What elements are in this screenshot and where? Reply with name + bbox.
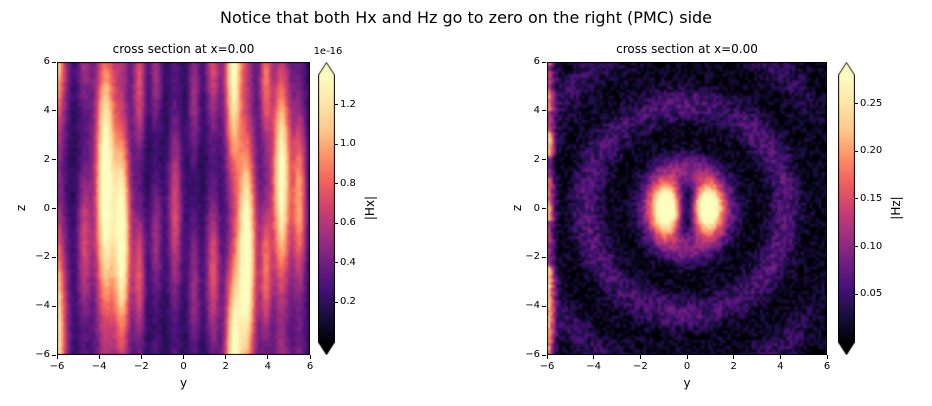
y-tick-label: 2 [43, 153, 50, 165]
figure-title: Notice that both Hx and Hz go to zero on… [219, 8, 713, 27]
y-tick-mark [542, 159, 546, 161]
y-tick-label: 6 [533, 56, 540, 67]
y-tick-label: −2 [525, 251, 540, 263]
y-tick-label: 6 [43, 56, 50, 67]
x-tick-label: 2 [222, 361, 229, 372]
y-tick-mark [52, 208, 56, 209]
colorbar-tick-label: 0.6 [340, 217, 356, 229]
colorbar-tick-mark [855, 246, 858, 248]
x-tick-label: −2 [133, 361, 149, 372]
right-y-axis-label: z [510, 204, 524, 212]
colorbar-tick-label: 0.25 [860, 97, 883, 109]
hz-colorbar [838, 62, 855, 355]
left-x-axis-label: y [179, 376, 188, 390]
y-tick-mark [542, 61, 546, 63]
hx-heatmap [57, 62, 310, 355]
colorbar-tick-mark [855, 293, 858, 295]
x-tick-label: 6 [823, 361, 831, 372]
x-tick-label: 0 [683, 361, 691, 372]
x-tick-label: 4 [777, 361, 784, 372]
colorbar-tick-mark [335, 222, 338, 224]
y-tick-mark [52, 354, 56, 356]
y-tick-label: −2 [35, 251, 50, 263]
colorbar-tick-label: 0.4 [340, 256, 356, 268]
y-tick-label: −6 [525, 349, 540, 360]
y-tick-label: 0 [43, 202, 50, 214]
x-tick-label: −6 [539, 361, 555, 372]
y-tick-mark [542, 354, 546, 356]
x-tick-mark [593, 355, 595, 359]
colorbar-tick-mark [335, 301, 338, 303]
x-tick-mark [686, 355, 688, 359]
hx-colorbar-offset-text: 1e-16 [313, 46, 343, 57]
colorbar-tick-label: 0.05 [860, 288, 883, 300]
colorbar-tick-mark [335, 104, 338, 106]
y-tick-label: −6 [35, 349, 50, 360]
colorbar-tick-mark [335, 262, 338, 264]
x-tick-mark [733, 355, 735, 359]
y-tick-mark [542, 256, 546, 258]
hx-colorbar-label: |Hx| [363, 195, 377, 221]
x-tick-label: −4 [91, 361, 107, 372]
x-tick-mark [309, 355, 311, 359]
x-tick-mark [183, 355, 184, 359]
hz-colorbar-label: |Hz| [889, 196, 903, 220]
colorbar-tick-label: 0.2 [340, 296, 356, 308]
y-tick-mark [52, 256, 56, 258]
colorbar-tick-label: 0.10 [860, 240, 883, 252]
left-subplot-title: cross section at x=0.00 [112, 42, 255, 56]
hz-heatmap [547, 62, 827, 355]
y-tick-mark [52, 159, 56, 161]
colorbar-tick-mark [335, 183, 338, 185]
colorbar-tick-mark [335, 143, 338, 145]
x-tick-mark [225, 355, 227, 359]
colorbar-tick-mark [855, 150, 858, 152]
y-tick-mark [542, 110, 546, 112]
y-tick-label: −4 [35, 300, 50, 312]
colorbar-tick-label: 1.0 [340, 138, 356, 150]
x-tick-label: 4 [264, 361, 272, 372]
y-tick-mark [542, 305, 546, 307]
y-tick-label: 4 [533, 104, 540, 116]
x-tick-label: 6 [306, 361, 314, 372]
y-tick-mark [52, 110, 56, 112]
right-x-axis-label: y [683, 376, 691, 390]
x-tick-mark [779, 355, 781, 359]
y-tick-label: 2 [533, 153, 540, 165]
y-tick-mark [52, 305, 56, 307]
hx-colorbar [318, 62, 335, 355]
colorbar-tick-label: 0.20 [860, 145, 883, 157]
y-tick-label: 0 [533, 202, 540, 214]
colorbar-tick-label: 0.15 [860, 192, 883, 204]
y-tick-label: 4 [43, 104, 50, 116]
x-tick-mark [98, 355, 100, 359]
x-tick-label: −4 [586, 361, 602, 372]
x-tick-mark [56, 355, 58, 359]
x-tick-mark [546, 355, 548, 359]
x-tick-mark [826, 355, 828, 359]
colorbar-tick-mark [855, 103, 858, 105]
x-tick-mark [639, 355, 641, 359]
y-tick-mark [542, 208, 546, 209]
colorbar-tick-mark [855, 198, 858, 200]
y-tick-label: −4 [525, 300, 540, 312]
y-tick-mark [52, 61, 56, 63]
colorbar-tick-label: 1.2 [340, 98, 356, 110]
x-tick-label: −2 [632, 361, 648, 372]
colorbar-tick-label: 0.8 [340, 177, 356, 189]
x-tick-label: −6 [49, 361, 65, 372]
x-tick-mark [140, 355, 142, 359]
x-tick-label: 2 [730, 361, 737, 372]
left-y-axis-label: z [14, 204, 28, 212]
right-subplot-title: cross section at x=0.00 [616, 42, 758, 56]
x-tick-label: 0 [180, 361, 187, 372]
x-tick-mark [267, 355, 269, 359]
